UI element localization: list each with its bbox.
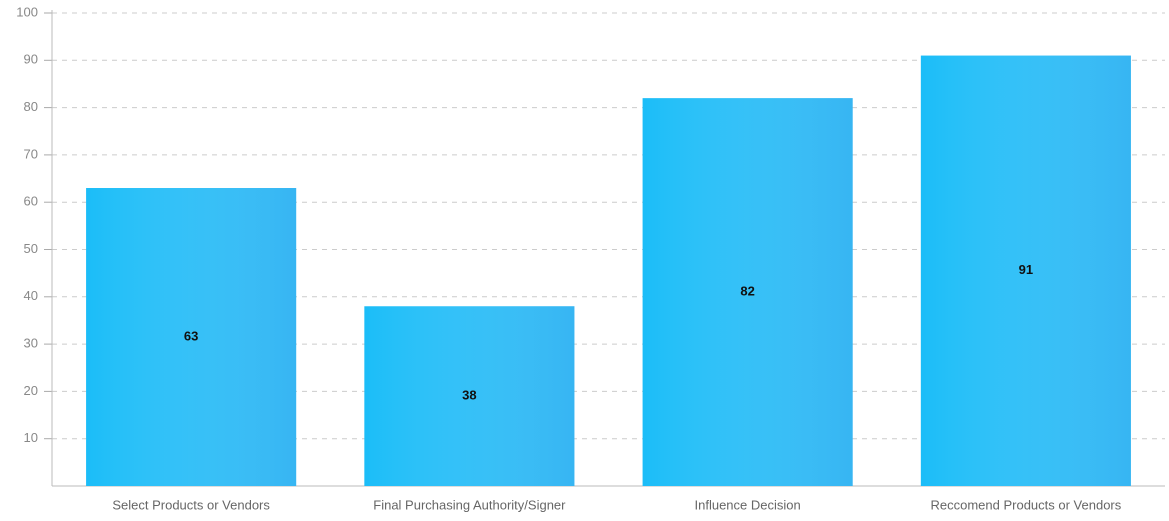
data-label: 82 bbox=[740, 284, 754, 299]
x-tick-label: Select Products or Vendors bbox=[112, 497, 270, 512]
bar-shade bbox=[364, 306, 575, 486]
data-label: 38 bbox=[462, 388, 476, 403]
y-tick-label: 30 bbox=[24, 336, 38, 351]
y-tick-label: 90 bbox=[24, 52, 38, 67]
y-tick-label: 60 bbox=[24, 194, 38, 209]
y-tick-label: 80 bbox=[24, 99, 38, 114]
bar-shade bbox=[920, 55, 1131, 486]
x-tick-label: Influence Decision bbox=[695, 497, 801, 512]
data-label: 91 bbox=[1019, 262, 1033, 277]
x-tick-label: Final Purchasing Authority/Signer bbox=[373, 497, 566, 512]
y-tick-label: 40 bbox=[24, 288, 38, 303]
data-label: 63 bbox=[184, 328, 198, 343]
bar-shade bbox=[642, 98, 853, 486]
y-tick-label: 50 bbox=[24, 241, 38, 256]
x-tick-label: Reccomend Products or Vendors bbox=[930, 497, 1121, 512]
bar-shade bbox=[86, 188, 297, 486]
y-tick-label: 20 bbox=[24, 383, 38, 398]
y-tick-label: 10 bbox=[24, 430, 38, 445]
y-tick-label: 100 bbox=[16, 4, 38, 19]
y-tick-label: 70 bbox=[24, 146, 38, 161]
